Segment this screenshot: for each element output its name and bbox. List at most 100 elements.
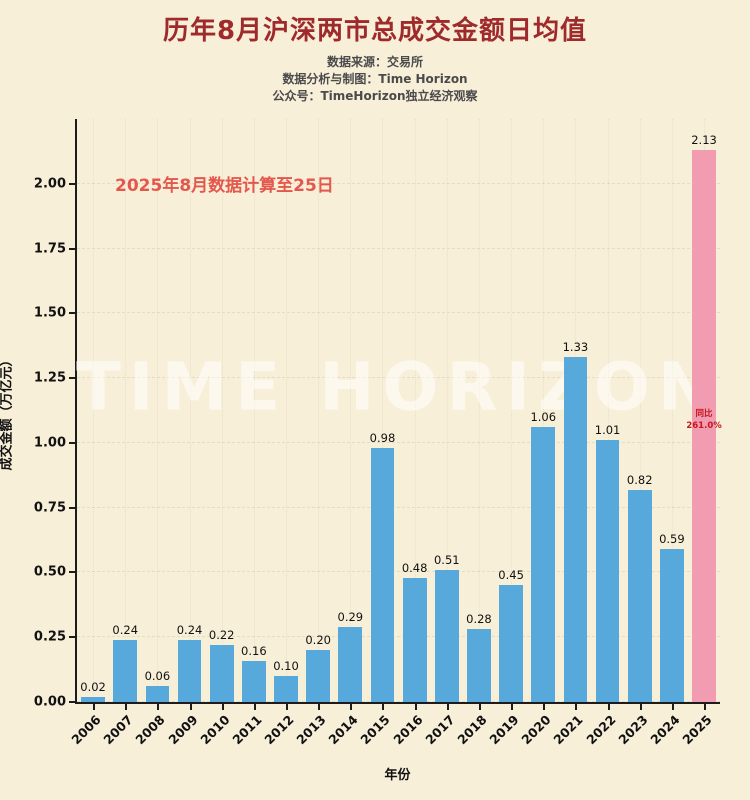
bar-2017: 0.51 xyxy=(434,553,460,702)
x-tick-label: 2014 xyxy=(325,712,361,748)
bar-2024: 0.59 xyxy=(659,532,685,702)
y-tick-label: 0.75 xyxy=(33,500,66,516)
y-tick-label: 1.50 xyxy=(33,305,66,321)
bar-slot: 2014 0.29 xyxy=(326,119,366,747)
chart-header: 历年8月沪深两市总成交金额日均值 数据来源：交易所 数据分析与制图：Time H… xyxy=(0,0,750,105)
x-tick-mark xyxy=(704,704,707,710)
bar-2025: 2.13 同比 261.0% xyxy=(686,133,722,702)
x-tick-label: 2006 xyxy=(68,712,104,748)
bar-2018: 0.28 xyxy=(466,612,492,702)
gridline xyxy=(77,571,720,573)
bar-2008: 0.06 xyxy=(145,669,170,702)
x-tick-mark xyxy=(189,704,192,710)
x-tick-mark xyxy=(478,704,481,710)
x-tick-mark xyxy=(671,704,674,710)
bar-value-label: 0.02 xyxy=(80,679,106,694)
y-tick-label: 1.00 xyxy=(33,435,66,451)
bar-value-label: 1.06 xyxy=(530,410,557,425)
bar-2014: 0.29 xyxy=(338,610,363,702)
bar-2006: 0.02 xyxy=(80,680,106,702)
y-tick-label: 0.00 xyxy=(33,694,66,710)
x-tick-mark xyxy=(125,704,128,710)
bar-value-label: 0.22 xyxy=(208,628,235,642)
bar-slot: 2009 0.24 xyxy=(165,119,205,747)
bar-2009: 0.24 xyxy=(177,623,202,702)
x-tick-label: 2021 xyxy=(550,712,587,748)
x-tick-mark xyxy=(639,704,642,710)
y-tick-mark xyxy=(69,247,75,250)
bar-2010: 0.22 xyxy=(209,628,235,702)
bar-value-label: 0.29 xyxy=(337,609,364,624)
x-tick-label: 2017 xyxy=(422,712,458,748)
chart-subtitles: 数据来源：交易所 数据分析与制图：Time Horizon 公众号：TimeHo… xyxy=(0,54,750,105)
bar-slot: 2021 1.33 xyxy=(551,119,591,747)
bar-slot: 2011 0.16 xyxy=(229,119,270,747)
y-tick-mark xyxy=(69,377,75,380)
x-tick-label: 2007 xyxy=(100,712,136,748)
x-tick-label: 2013 xyxy=(293,712,329,748)
bar-2023: 0.82 xyxy=(627,473,653,702)
bar-value-label: 0.98 xyxy=(369,431,396,446)
y-tick-label: 2.00 xyxy=(33,176,66,192)
bar-2012: 0.10 xyxy=(273,659,299,702)
x-tick-mark xyxy=(93,704,96,710)
x-tick-label: 2025 xyxy=(679,712,715,748)
bar-2007: 0.24 xyxy=(112,623,138,702)
gridline xyxy=(77,312,720,314)
bar-slot: 2006 0.02 xyxy=(68,119,109,747)
bar-value-label: 0.10 xyxy=(273,659,299,674)
bar-value-label: 0.82 xyxy=(626,472,653,487)
bar-slot: 2017 0.51 xyxy=(422,119,463,747)
x-tick-label: 2008 xyxy=(132,712,168,748)
x-tick-label: 2018 xyxy=(454,712,490,748)
bar-slot: 2023 0.82 xyxy=(615,119,656,747)
bar-value-label: 0.24 xyxy=(112,622,139,637)
y-axis-title-column: 成交金额（万亿元） xyxy=(0,119,75,704)
x-tick-mark xyxy=(221,704,224,710)
bar-slot: 2019 0.45 xyxy=(487,119,527,747)
subtitle-author: 数据分析与制图：Time Horizon xyxy=(282,72,468,86)
x-tick-label: 2019 xyxy=(486,712,522,748)
x-tick-label: 2023 xyxy=(615,712,651,748)
bar-slot: 2015 0.98 xyxy=(358,119,398,747)
x-tick-label: 2024 xyxy=(647,712,683,748)
x-tick-label: 2020 xyxy=(518,712,554,748)
x-tick-label: 2011 xyxy=(229,712,265,748)
bars: 2006 0.02 2007 0.24 2008 0.06 2009 0.24 2010 0.22… xyxy=(68,119,722,747)
bar-2013: 0.20 xyxy=(305,633,331,702)
y-tick-label: 0.50 xyxy=(33,564,66,580)
x-axis-title: 年份 xyxy=(384,768,411,783)
x-tick-mark xyxy=(157,704,160,710)
bar-slot: 2022 1.01 xyxy=(583,119,624,747)
bar-2019: 0.45 xyxy=(498,568,524,702)
bar-value-label: 0.48 xyxy=(401,560,428,575)
x-tick-mark xyxy=(446,704,449,710)
y-tick-mark xyxy=(69,182,75,185)
bar-slot: 2018 0.28 xyxy=(454,119,495,747)
x-tick-label: 2015 xyxy=(357,712,394,748)
subtitle-account: 公众号：TimeHorizon独立经济观察 xyxy=(272,89,478,103)
bar-slot: 2025 2.13 同比 261.0% xyxy=(679,119,722,747)
y-axis-title: 成交金额（万亿元） xyxy=(0,352,15,471)
x-tick-mark xyxy=(511,704,514,710)
y-tick-mark xyxy=(69,312,75,315)
gridline xyxy=(77,182,720,184)
gridline xyxy=(77,701,720,702)
x-tick-mark xyxy=(414,704,417,710)
bar-slot: 2007 0.24 xyxy=(101,119,141,747)
x-tick-label: 2009 xyxy=(164,712,201,748)
bar-slot: 2024 0.59 xyxy=(647,119,688,747)
y-tick-label: 0.25 xyxy=(33,629,66,645)
bar-2021: 1.33 xyxy=(563,340,588,702)
gridline xyxy=(77,441,720,443)
plot-annotation: 2025年8月数据计算至25日 xyxy=(115,176,334,196)
y-tick-mark xyxy=(69,506,75,509)
x-tick-mark xyxy=(318,704,321,710)
x-tick-mark xyxy=(575,704,578,710)
bar-slot: 2008 0.06 xyxy=(133,119,173,747)
gridline xyxy=(77,506,720,508)
bar-slot: 2013 0.20 xyxy=(294,119,334,747)
gridline xyxy=(77,636,720,638)
x-tick-label: 2010 xyxy=(197,712,233,748)
bar-value-label: 2.13 xyxy=(691,133,717,148)
